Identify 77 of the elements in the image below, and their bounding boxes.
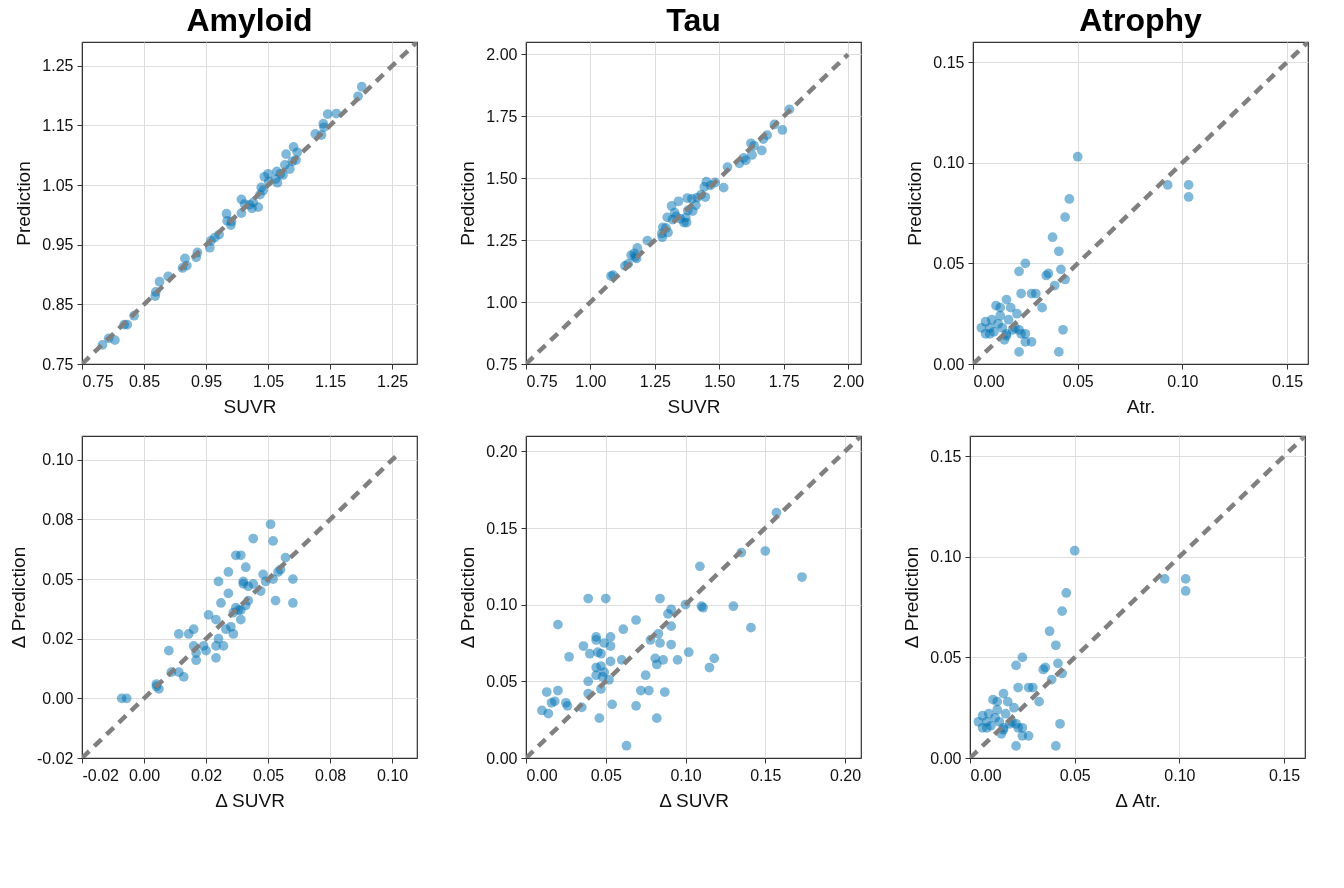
y-tick-label: 0.75	[486, 355, 518, 373]
y-tick-label: 0.10	[930, 548, 962, 566]
x-tick-label: 0.10	[1164, 766, 1196, 784]
y-axis-title: Δ Prediction	[457, 546, 479, 649]
x-tick-label: 0.15	[750, 766, 782, 784]
y-tick-label: 1.75	[486, 107, 518, 125]
y-axis-title: Prediction	[457, 161, 479, 246]
y-tick-label: 0.15	[930, 447, 962, 465]
x-tick-label: 0.85	[128, 372, 161, 390]
x-tick-label: 0.15	[1271, 372, 1304, 390]
y-tick-label: 0.00	[42, 689, 74, 707]
y-axis-title: Δ Prediction	[901, 546, 923, 649]
chart-title: Atrophy	[1079, 2, 1203, 38]
x-axis-title: SUVR	[223, 395, 277, 417]
x-tick-label: 1.75	[768, 372, 800, 390]
x-tick-label: 0.10	[670, 766, 702, 784]
x-axis-title: Δ SUVR	[215, 789, 285, 811]
y-tick-label: 0.00	[486, 749, 518, 767]
x-tick-label: 1.00	[575, 372, 607, 390]
x-tick-label: 1.15	[315, 372, 347, 390]
y-tick-label: 0.75	[42, 355, 74, 373]
x-tick-label: 0.00	[526, 766, 558, 784]
x-tick-label: 0.02	[191, 766, 223, 784]
y-tick-label: 0.95	[42, 236, 74, 254]
x-tick-label: 0.05	[253, 766, 285, 784]
y-tick-label: 1.15	[42, 116, 74, 134]
x-tick-label: 0.95	[191, 372, 223, 390]
x-tick-label: 0.00	[128, 766, 161, 784]
y-tick-label: 0.10	[486, 596, 518, 614]
y-tick-label: 0.10	[933, 154, 965, 172]
x-tick-label: 0.20	[829, 766, 862, 784]
x-tick-label: 0.08	[315, 766, 347, 784]
y-tick-label: 1.25	[486, 231, 518, 249]
y-tick-label: 0.05	[42, 570, 74, 588]
y-tick-label: 0.00	[933, 355, 965, 373]
x-tick-label: 0.05	[1062, 372, 1094, 390]
y-tick-label: -0.02	[37, 749, 74, 767]
y-tick-label: 1.00	[486, 293, 518, 311]
x-tick-label: 1.25	[639, 372, 672, 390]
y-tick-label: 0.02	[42, 630, 74, 648]
chart-title: Tau	[666, 2, 721, 38]
chart-title: Amyloid	[186, 2, 313, 38]
x-axis-title: SUVR	[667, 395, 721, 417]
y-tick-label: 1.25	[42, 57, 74, 75]
y-axis-title: Prediction	[13, 161, 35, 246]
y-tick-label: 0.05	[933, 254, 965, 272]
y-tick-label: 0.08	[42, 510, 74, 528]
y-tick-label: 0.15	[486, 519, 518, 537]
y-tick-label: 0.05	[486, 672, 518, 690]
x-axis-title: Δ SUVR	[659, 789, 729, 811]
x-tick-label: 0.75	[82, 372, 114, 390]
y-tick-label: 0.05	[930, 648, 962, 666]
x-axis-title: Atr.	[1126, 395, 1156, 417]
x-axis-title: Δ Atr.	[1115, 789, 1161, 811]
x-tick-label: 0.10	[377, 766, 409, 784]
y-tick-label: 0.85	[42, 295, 74, 313]
x-tick-label: 1.25	[377, 372, 409, 390]
x-tick-label: 0.00	[973, 372, 1005, 390]
y-tick-label: 0.20	[486, 442, 518, 460]
y-axis-title: Δ Prediction	[8, 546, 30, 649]
x-tick-label: 0.05	[1059, 766, 1091, 784]
x-tick-label: 1.05	[253, 372, 285, 390]
y-tick-label: 0.00	[930, 749, 962, 767]
x-tick-label: 2.00	[833, 372, 865, 390]
y-tick-label: 0.15	[933, 53, 965, 71]
x-tick-label: 0.15	[1268, 766, 1301, 784]
y-axis-title: Prediction	[904, 161, 926, 246]
x-tick-label: 0.05	[590, 766, 622, 784]
x-tick-label: -0.02	[82, 766, 120, 784]
y-tick-label: 0.10	[42, 451, 74, 469]
x-tick-label: 1.50	[704, 372, 736, 390]
x-tick-label: 0.10	[1167, 372, 1199, 390]
y-tick-label: 1.05	[42, 176, 74, 194]
x-tick-label: 0.00	[970, 766, 1002, 784]
x-tick-label: 0.75	[526, 372, 558, 390]
y-tick-label: 1.50	[486, 169, 518, 187]
y-tick-label: 2.00	[486, 45, 518, 63]
